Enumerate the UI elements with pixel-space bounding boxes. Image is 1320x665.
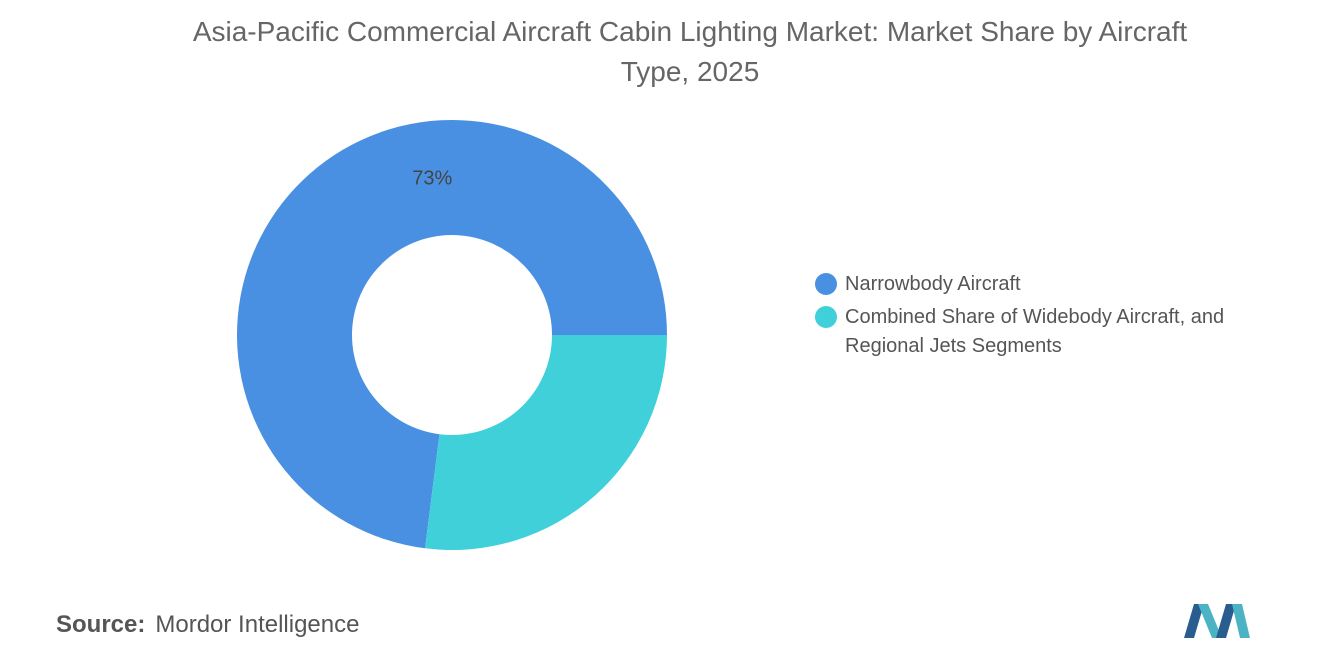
legend-swatch	[815, 273, 837, 295]
legend-item: Narrowbody Aircraft	[812, 270, 1292, 299]
source-text: Mordor Intelligence	[155, 611, 360, 638]
legend-label: Combined Share of Widebody Aircraft, and…	[845, 306, 1225, 357]
source: Source: Mordor Intelligence	[56, 611, 359, 639]
legend-item: Combined Share of Widebody Aircraft, and…	[812, 303, 1292, 361]
legend-label: Narrowbody Aircraft	[845, 273, 1021, 295]
chart-title: Asia-Pacific Commercial Aircraft Cabin L…	[192, 16, 1188, 87]
legend-swatch	[815, 306, 837, 328]
legend: Narrowbody Aircraft Combined Share of Wid…	[812, 270, 1292, 365]
slice	[425, 335, 667, 550]
source-label: Source:	[56, 611, 146, 638]
logo	[1184, 604, 1250, 638]
data-label: 73%	[412, 168, 452, 190]
slice	[237, 120, 668, 549]
